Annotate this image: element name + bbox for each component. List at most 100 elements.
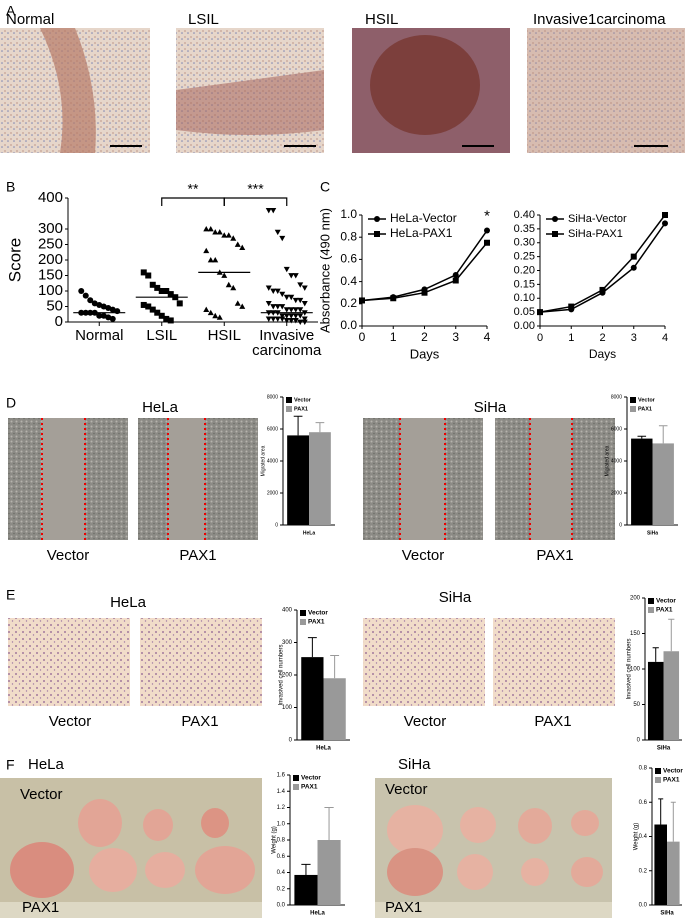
x-tick-label: Normal: [75, 328, 124, 344]
photo: [493, 618, 615, 706]
y-tick-label: 300: [282, 640, 293, 646]
data-point: [96, 301, 103, 308]
data-point: [207, 309, 214, 316]
legend-label: HeLa-PAX1: [390, 226, 453, 240]
bar: [654, 824, 667, 905]
y-tick-label: 400: [38, 189, 63, 206]
data-point: [452, 271, 459, 278]
data-point: [297, 319, 304, 325]
data-point: [297, 307, 304, 313]
photo-label: Invasive1carcinoma: [533, 11, 666, 28]
y-tick-label: 0.8: [340, 229, 357, 243]
y-tick-label: 0: [289, 738, 293, 744]
legend-swatch: [655, 768, 661, 774]
tumor: [460, 807, 496, 843]
legend-label: Vector: [294, 397, 312, 403]
error-bar: [637, 435, 647, 439]
legend-label: SiHa-PAX1: [568, 228, 623, 240]
data-point: [234, 241, 241, 247]
data-point: [225, 281, 232, 288]
panel-letter: E: [6, 587, 15, 603]
data-point: [552, 216, 558, 222]
legend-swatch: [293, 775, 299, 781]
x-axis-label: Days: [589, 347, 616, 361]
legend-swatch: [300, 619, 306, 625]
legend-label: PAX1: [301, 784, 318, 791]
scratch-gap: [42, 418, 85, 540]
data-point: [91, 300, 98, 307]
bar: [323, 678, 346, 740]
data-point: [239, 303, 246, 309]
y-axis-label: Invasived cell numbers: [627, 638, 633, 699]
data-point: [167, 291, 174, 298]
data-point: [630, 264, 637, 271]
data-point: [105, 314, 112, 321]
data-point: [149, 281, 156, 288]
y-tick-label: 0.6: [639, 800, 648, 806]
data-point: [140, 301, 147, 308]
bar: [287, 435, 309, 525]
data-point: [279, 235, 286, 242]
significance-label: ***: [247, 181, 264, 197]
data-point: [359, 297, 365, 304]
panel-title: HeLa: [142, 399, 179, 416]
y-axis-label: Absorbance (490 nm): [317, 208, 332, 333]
legend-label: PAX1: [663, 777, 680, 784]
data-point: [158, 312, 165, 319]
data-point: [225, 232, 232, 238]
data-point: [265, 301, 272, 307]
bar: [301, 657, 324, 740]
data-point: [283, 266, 290, 273]
x-tick-label-box: Invasive carcinoma: [252, 328, 322, 359]
data-point: [82, 292, 89, 299]
panel-letter: B: [6, 179, 15, 195]
data-point: [163, 288, 170, 294]
y-tick-label: 400: [282, 608, 293, 614]
data-point: [100, 312, 107, 319]
panel-title: HeLa: [28, 756, 65, 773]
photo-label: PAX1: [385, 899, 422, 916]
tumor: [145, 852, 185, 888]
data-point: [270, 304, 277, 310]
data-point: [274, 304, 281, 310]
error-bar: [670, 801, 676, 842]
data-point: [207, 226, 214, 232]
x-tick-label-box: LSIL: [146, 328, 178, 344]
ruler: [375, 902, 612, 918]
data-point: [158, 288, 165, 294]
tumor: [518, 808, 552, 844]
y-tick-label: 150: [38, 266, 63, 283]
x-tick-label: SiHa: [647, 530, 658, 536]
x-axis-label: Days: [410, 346, 440, 361]
tumor: [195, 846, 255, 894]
legend-swatch: [648, 598, 654, 604]
error-bar: [301, 863, 311, 875]
tumor: [201, 808, 229, 838]
y-tick-label: 1.2: [277, 805, 286, 811]
data-point: [537, 309, 543, 316]
data-point: [167, 317, 174, 324]
y-tick-label: 250: [38, 235, 63, 252]
data-point: [154, 309, 161, 316]
x-tick-label: 2: [599, 332, 605, 344]
x-tick-label: Invasive carcinoma: [252, 328, 322, 359]
photo-label: Vector: [402, 547, 445, 564]
data-point: [140, 269, 147, 276]
tumor: [10, 842, 74, 898]
x-tick-label: LSIL: [146, 328, 178, 344]
data-point: [221, 272, 228, 278]
y-tick-label: 1.4: [277, 789, 286, 795]
error-bar: [315, 422, 325, 433]
data-point: [283, 307, 290, 313]
y-tick-label: 0.0: [340, 318, 357, 332]
y-tick-label: 6000: [267, 426, 278, 432]
y-axis-label: Migrated area: [260, 445, 266, 476]
significance-label: **: [188, 181, 199, 197]
y-tick-label: 6000: [611, 426, 622, 432]
legend-swatch: [630, 397, 636, 403]
y-axis-label: Weight (g): [634, 823, 640, 851]
legend-swatch: [648, 607, 654, 613]
tumor: [143, 809, 173, 841]
y-tick-label: 0.8: [277, 838, 286, 844]
y-tick-label: 0.2: [340, 296, 357, 310]
